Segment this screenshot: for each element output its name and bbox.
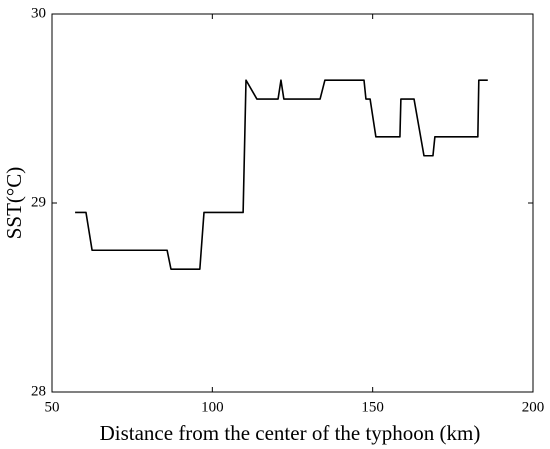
- x-axis-title: Distance from the center of the typhoon …: [100, 421, 481, 445]
- y-tick-label: 28: [31, 383, 46, 399]
- y-axis-title: SST(°C): [2, 167, 26, 240]
- x-tick-label: 150: [361, 399, 384, 415]
- x-tick-label: 200: [522, 399, 545, 415]
- y-tick-label: 29: [31, 194, 46, 210]
- y-tick-label: 30: [31, 5, 46, 21]
- x-tick-label: 100: [201, 399, 224, 415]
- data-line: [75, 79, 488, 270]
- plot-frame: [51, 13, 534, 393]
- x-tick-label: 50: [45, 399, 60, 415]
